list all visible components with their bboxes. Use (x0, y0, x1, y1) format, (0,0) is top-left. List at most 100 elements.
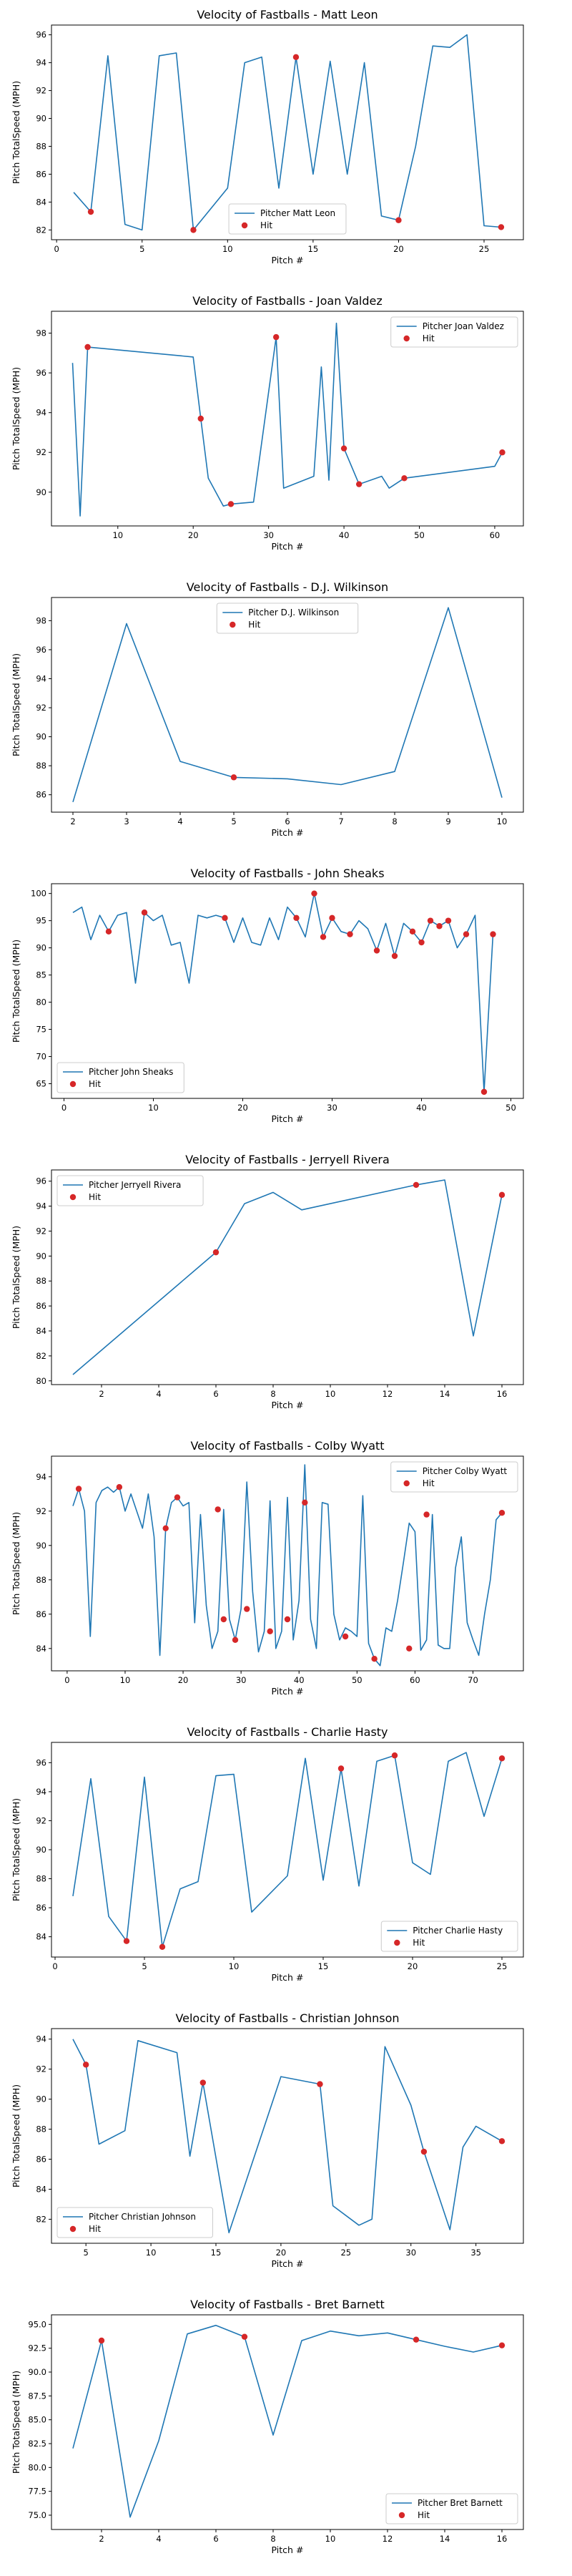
chart-title: Velocity of Fastballs - D.J. Wilkinson (187, 580, 388, 594)
hit-point (498, 2138, 506, 2145)
hit-point (272, 333, 280, 341)
hit-point (292, 54, 300, 61)
y-tick-label: 82 (36, 1351, 46, 1361)
plot-frame (51, 2028, 524, 2244)
x-tick-label: 14 (440, 1389, 450, 1399)
y-tick-label: 84 (36, 1932, 46, 1942)
x-tick-label: 15 (211, 2248, 222, 2258)
legend: Pitcher Christian Johnson Hit (56, 2207, 213, 2238)
chart-panel-3: Velocity of Fastballs - D.J. Wilkinson 2 3… (11, 580, 524, 838)
hit-point (423, 1511, 430, 1518)
chart-panel-4: Velocity of Fastballs - John Sheaks 0 10 20… (11, 867, 524, 1124)
y-tick-label: 88 (36, 1276, 46, 1286)
hit-point (284, 1616, 291, 1623)
hit-point (373, 947, 380, 954)
hit-point (244, 1606, 250, 1612)
x-tick-label: 10 (120, 1675, 131, 1685)
y-tick-label: 88 (36, 1874, 46, 1884)
x-tick-label: 15 (308, 244, 319, 254)
y-tick-label: 82.5 (28, 2439, 46, 2449)
x-tick-label: 7 (338, 816, 343, 826)
hit-point (87, 208, 94, 215)
y-axis-label: Pitch TotalSpeed (MPH) (11, 940, 21, 1043)
legend-hit-swatch (398, 2512, 405, 2519)
x-tick-label: 25 (340, 2248, 351, 2258)
y-axis-label: Pitch TotalSpeed (MPH) (11, 367, 21, 470)
hit-point (317, 2081, 323, 2087)
hit-point (311, 890, 317, 897)
y-tick-label: 92.5 (28, 2343, 46, 2353)
x-tick-label: 30 (236, 1675, 247, 1685)
hit-point (418, 939, 425, 946)
x-tick-label: 4 (156, 1389, 161, 1399)
plot-frame (51, 311, 524, 527)
legend-entry-hit: Hit (418, 2510, 430, 2520)
y-tick-label: 96 (36, 645, 46, 655)
x-tick-label: 16 (497, 1389, 508, 1399)
x-tick-label: 40 (339, 530, 350, 540)
x-tick-label: 16 (497, 2534, 508, 2544)
x-tick-label: 20 (276, 2248, 287, 2258)
hit-point (174, 1494, 181, 1501)
legend-entry-pitcher: Pitcher Bret Barnett (418, 2498, 503, 2508)
x-tick-label: 8 (270, 1389, 275, 1399)
legend-entry-pitcher: Pitcher Colby Wyatt (423, 1466, 508, 1476)
y-tick-label: 90 (36, 114, 46, 124)
series-line (72, 1464, 503, 1667)
legend-hit-swatch (403, 1480, 410, 1487)
y-tick-label: 90 (36, 1251, 46, 1261)
x-tick-label: 4 (177, 816, 182, 826)
series-line (72, 322, 503, 517)
hit-point (427, 917, 434, 924)
legend-box (385, 2493, 518, 2524)
hit-point (199, 2079, 207, 2086)
legend-hit-swatch (69, 1194, 77, 1201)
legend: Pitcher Joan Valdez Hit (390, 316, 518, 348)
y-tick-label: 90 (36, 2094, 46, 2104)
y-tick-label: 80.0 (28, 2462, 46, 2472)
chart-title: Velocity of Fastballs - Charlie Hasty (187, 1725, 388, 1739)
x-tick-label: 10 (146, 2248, 157, 2258)
hit-point (84, 343, 91, 351)
y-tick-label: 94 (36, 674, 46, 684)
x-tick-label: 12 (383, 1389, 393, 1399)
hit-point (212, 1249, 220, 1256)
hit-point (499, 449, 506, 456)
chart-panel-6: Velocity of Fastballs - Colby Wyatt 0 10 20… (11, 1439, 524, 1697)
x-tick-label: 6 (285, 816, 290, 826)
y-tick-label: 65 (36, 1078, 46, 1088)
plot-frame (51, 597, 524, 813)
y-axis-label: Pitch TotalSpeed (MPH) (11, 2371, 21, 2474)
hit-point (490, 931, 496, 937)
legend: Pitcher Jerryell Rivera Hit (56, 1175, 204, 1206)
x-tick-label: 2 (70, 816, 75, 826)
y-tick-label: 86 (36, 169, 46, 179)
x-axis-label: Pitch # (272, 255, 304, 265)
x-tick-label: 10 (497, 816, 508, 826)
hit-point (391, 952, 398, 960)
hit-point (420, 2148, 428, 2155)
hit-point (498, 1755, 506, 1762)
series-line (72, 1752, 503, 1948)
chart-title: Velocity of Fastballs - Joan Valdez (192, 294, 383, 308)
chart-title: Velocity of Fastballs - Christian Johnso… (175, 2011, 399, 2025)
chart-title: Velocity of Fastballs - John Sheaks (190, 867, 384, 880)
y-tick-label: 75.0 (28, 2510, 46, 2520)
hit-point (480, 1088, 488, 1096)
y-axis-label: Pitch TotalSpeed (MPH) (11, 653, 21, 756)
x-axis-label: Pitch # (272, 1972, 304, 1983)
chart-title: Velocity of Fastballs - Colby Wyatt (190, 1439, 384, 1453)
hit-point (222, 914, 228, 922)
legend-entry-pitcher: Pitcher Charlie Hasty (413, 1926, 503, 1936)
hit-point (395, 217, 402, 223)
chart-panel-9: Velocity of Fastballs - Bret Barnett 2 4 6 8… (11, 2298, 524, 2555)
hit-point (220, 1616, 227, 1623)
y-tick-label: 92 (36, 447, 46, 457)
chart-title: Velocity of Fastballs - Matt Leon (197, 8, 378, 21)
chart-panel-8: Velocity of Fastballs - Christian Johnso… (11, 2011, 524, 2269)
hit-point (436, 923, 443, 930)
legend-entry-hit: Hit (423, 333, 435, 343)
legend-entry-hit: Hit (89, 1192, 101, 1202)
hit-point (302, 1499, 308, 1506)
x-axis-label: Pitch # (272, 827, 304, 838)
